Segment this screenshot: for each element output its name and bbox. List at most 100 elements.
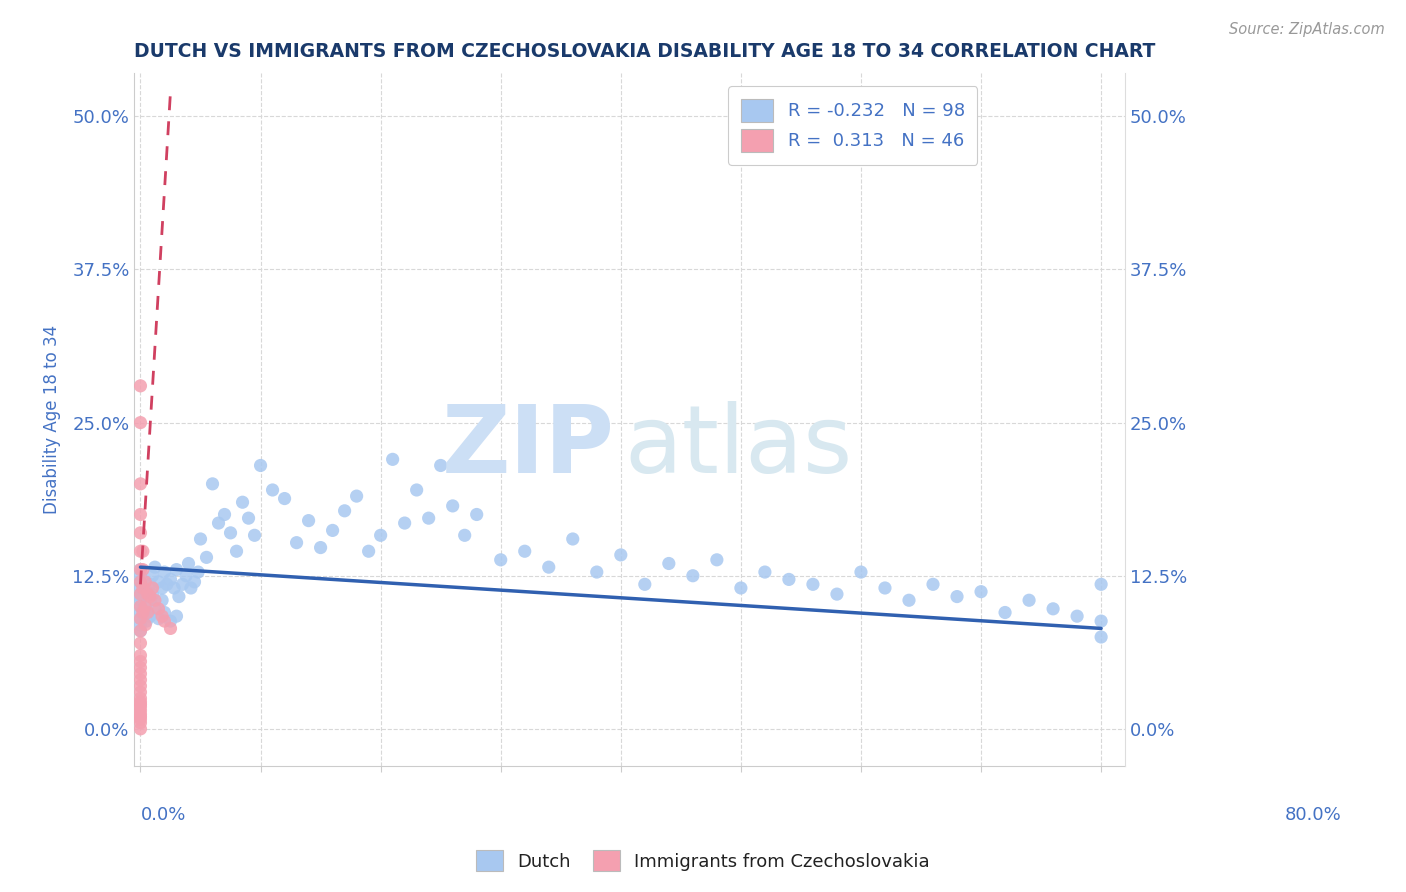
- Point: [922, 577, 945, 591]
- Point: [187, 565, 209, 579]
- Point: [135, 606, 157, 620]
- Point: [129, 698, 152, 712]
- Point: [143, 593, 166, 607]
- Point: [825, 587, 848, 601]
- Legend: Dutch, Immigrants from Czechoslovakia: Dutch, Immigrants from Czechoslovakia: [468, 843, 938, 879]
- Point: [129, 574, 152, 589]
- Point: [285, 535, 308, 549]
- Point: [238, 511, 260, 525]
- Point: [1018, 593, 1040, 607]
- Point: [129, 655, 152, 669]
- Point: [129, 563, 152, 577]
- Point: [585, 565, 607, 579]
- Point: [357, 544, 380, 558]
- Point: [129, 648, 152, 663]
- Point: [214, 508, 236, 522]
- Point: [441, 499, 464, 513]
- Point: [148, 602, 170, 616]
- Point: [129, 699, 152, 714]
- Point: [136, 606, 159, 620]
- Point: [129, 581, 152, 595]
- Point: [136, 587, 159, 601]
- Point: [172, 577, 194, 591]
- Point: [129, 636, 152, 650]
- Point: [129, 568, 152, 582]
- Point: [195, 550, 218, 565]
- Point: [634, 577, 657, 591]
- Point: [139, 590, 162, 604]
- Point: [153, 565, 176, 579]
- Point: [132, 563, 155, 577]
- Point: [129, 476, 152, 491]
- Point: [129, 379, 152, 393]
- Point: [801, 577, 824, 591]
- Point: [180, 581, 202, 595]
- Point: [150, 581, 173, 595]
- Point: [381, 452, 404, 467]
- Point: [1090, 577, 1112, 591]
- Point: [159, 622, 181, 636]
- Point: [132, 606, 155, 620]
- Point: [153, 614, 176, 628]
- Point: [249, 458, 271, 473]
- Point: [148, 612, 170, 626]
- Point: [129, 709, 152, 723]
- Point: [163, 581, 186, 595]
- Point: [148, 574, 170, 589]
- Point: [129, 544, 152, 558]
- Point: [754, 565, 776, 579]
- Point: [129, 587, 152, 601]
- Point: [134, 574, 156, 589]
- Point: [141, 581, 163, 595]
- Point: [1066, 609, 1088, 624]
- Point: [370, 528, 392, 542]
- Text: ZIP: ZIP: [441, 401, 614, 493]
- Point: [405, 483, 427, 497]
- Point: [129, 593, 152, 607]
- Text: atlas: atlas: [624, 401, 853, 493]
- Point: [139, 609, 162, 624]
- Point: [346, 489, 368, 503]
- Point: [129, 508, 152, 522]
- Point: [139, 577, 162, 591]
- Point: [129, 673, 152, 687]
- Point: [129, 695, 152, 709]
- Point: [429, 458, 451, 473]
- Point: [418, 511, 440, 525]
- Point: [658, 557, 681, 571]
- Point: [183, 574, 205, 589]
- Point: [994, 606, 1017, 620]
- Point: [139, 593, 162, 607]
- Point: [129, 416, 152, 430]
- Point: [730, 581, 752, 595]
- Point: [153, 606, 176, 620]
- Point: [682, 568, 704, 582]
- Point: [129, 617, 152, 632]
- Point: [129, 599, 152, 614]
- Legend: R = -0.232   N = 98, R =  0.313   N = 46: R = -0.232 N = 98, R = 0.313 N = 46: [728, 86, 977, 165]
- Point: [322, 524, 344, 538]
- Point: [129, 666, 152, 681]
- Point: [174, 568, 197, 582]
- Point: [946, 590, 969, 604]
- Point: [167, 590, 190, 604]
- Point: [129, 704, 152, 718]
- Point: [143, 602, 166, 616]
- Point: [129, 685, 152, 699]
- Point: [129, 574, 152, 589]
- Point: [207, 516, 229, 530]
- Point: [898, 593, 921, 607]
- Point: [561, 532, 583, 546]
- Point: [150, 609, 173, 624]
- Point: [135, 614, 157, 628]
- Point: [159, 614, 181, 628]
- Point: [1042, 602, 1064, 616]
- Point: [141, 587, 163, 601]
- Point: [166, 609, 188, 624]
- Text: 80.0%: 80.0%: [1285, 805, 1341, 824]
- Point: [177, 557, 200, 571]
- Point: [201, 476, 224, 491]
- Point: [1090, 630, 1112, 644]
- Point: [273, 491, 295, 506]
- Point: [129, 624, 152, 638]
